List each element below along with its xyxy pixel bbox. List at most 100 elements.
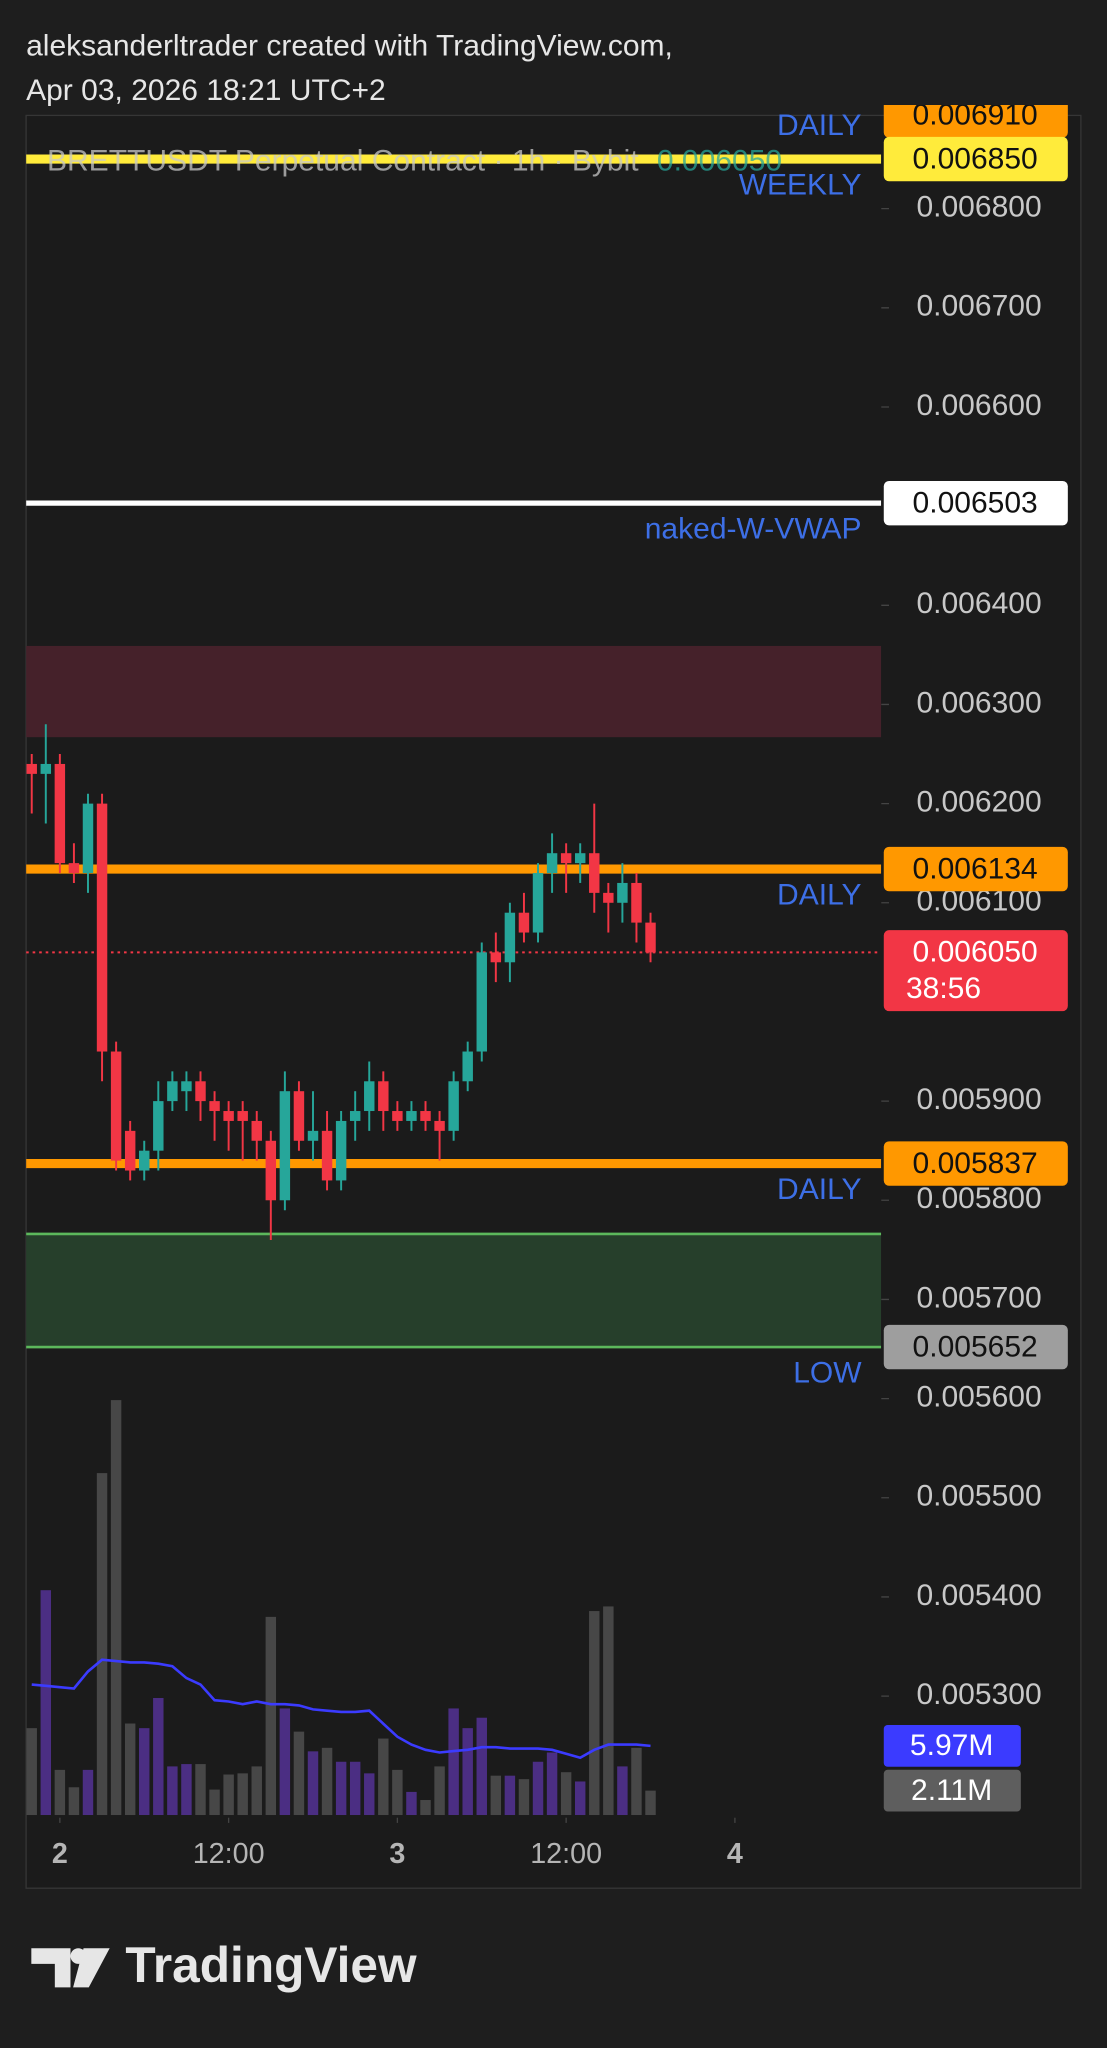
price-axis: 0.006800 0.006700 0.006600 0.006400 0.006300… [881, 104, 1068, 1812]
level-price-box [883, 846, 1068, 892]
volume-bar [490, 1775, 502, 1816]
volume-bar [279, 1708, 291, 1816]
candle-body [139, 1150, 150, 1171]
level-tag: WEEKLY [739, 168, 862, 201]
level-tag: DAILY [777, 109, 862, 142]
candle-body [54, 763, 66, 864]
volume-box [883, 1769, 1021, 1812]
level-price-box [883, 104, 1068, 138]
level-price-label: 0.006503 [913, 486, 1038, 519]
symbol-name: BRETTUSDT Perpetual Contract · 1h · Bybi… [47, 144, 639, 177]
candle-body [68, 863, 80, 874]
symbol-legend: BRETTUSDT Perpetual Contract · 1h · Bybi… [47, 144, 782, 177]
last-price-label: 0.006050 [913, 936, 1038, 969]
y-tick-label: 0.006700 [916, 290, 1041, 323]
candle-body [153, 1101, 164, 1151]
x-tick-label: 4 [727, 1838, 743, 1870]
candle-body [406, 1111, 417, 1121]
candle-body [223, 1111, 234, 1121]
candle-body [532, 873, 544, 933]
candle-body [392, 1111, 403, 1121]
overlay: 2 12:00 3 12:00 4 DAILY WEEKLY naked-W-VWAP DAIL… [47, 109, 862, 1870]
candle-body [307, 1130, 319, 1141]
volume-bar [518, 1779, 530, 1816]
volume-bar [68, 1787, 80, 1816]
candle-body [195, 1081, 206, 1102]
volume-bar [110, 1400, 122, 1816]
header-date: Apr 03, 2026 18:21 UTC+2 [26, 74, 386, 107]
candle-body [96, 803, 108, 1052]
volume-bar [349, 1761, 361, 1816]
volume-bar [96, 1473, 108, 1816]
volume-bar [532, 1761, 544, 1816]
volume-bar [335, 1761, 347, 1816]
countdown: 38:56 [906, 972, 981, 1005]
volume-bar [574, 1781, 586, 1816]
volume-bar [504, 1775, 516, 1816]
level-price-box [883, 480, 1068, 526]
volume-bar [251, 1766, 262, 1816]
level-tag: DAILY [777, 878, 862, 911]
volume-bar [167, 1766, 178, 1816]
volume-bar [420, 1800, 431, 1816]
candle-body [420, 1111, 431, 1121]
volume-bar [462, 1728, 473, 1816]
volume-bar [26, 1728, 37, 1816]
volume-bar [153, 1698, 164, 1816]
y-tick-label: 0.005900 [916, 1083, 1041, 1116]
level-price-box [883, 1324, 1068, 1370]
volume-bar [54, 1769, 66, 1816]
zone [26, 1233, 882, 1348]
level-price-box [883, 1141, 1068, 1186]
volume-bar [631, 1747, 642, 1816]
level-price-label: 0.006850 [913, 142, 1038, 175]
volume-bar [448, 1708, 459, 1816]
candle-body [181, 1081, 192, 1092]
candle-body [560, 853, 572, 864]
candle-body [251, 1120, 262, 1141]
volume-ma-label: 5.97M [910, 1729, 993, 1762]
candle-body [448, 1081, 459, 1131]
volume-bar [378, 1738, 389, 1816]
candle-body [490, 952, 502, 963]
header-author: aleksanderltrader created with TradingVi… [26, 29, 673, 62]
plot-area [26, 154, 882, 1816]
y-tick-label: 0.006400 [916, 587, 1041, 620]
y-tick-label: 0.005600 [916, 1381, 1041, 1414]
x-tick-label: 12:00 [193, 1838, 265, 1870]
y-tick-label: 0.006200 [916, 786, 1041, 819]
candle-body [378, 1081, 389, 1112]
candle-body [293, 1091, 305, 1141]
logo-mark [31, 1948, 110, 1988]
level-price-label: 0.006134 [913, 852, 1038, 885]
level-tag: LOW [793, 1356, 862, 1389]
volume-bar [546, 1752, 558, 1816]
volume-bar [139, 1728, 150, 1816]
volume-bar [195, 1764, 206, 1816]
volume-bar [617, 1766, 628, 1816]
candle-body [574, 853, 586, 864]
volume-bar [307, 1751, 319, 1816]
volume-bar [364, 1773, 375, 1816]
y-tick-label: 0.006300 [916, 686, 1041, 719]
x-tick-label: 12:00 [530, 1838, 602, 1870]
volume-bar [82, 1769, 94, 1816]
volume-bar [392, 1769, 403, 1816]
candle-body [265, 1140, 277, 1201]
level-tag: naked-W-VWAP [645, 513, 862, 546]
zone [26, 645, 882, 738]
candle-body [645, 922, 656, 953]
candle-body [462, 1051, 473, 1082]
last-price-box [883, 930, 1068, 1012]
candle-body [279, 1091, 291, 1201]
volume-bar [434, 1766, 445, 1816]
volume-bar [209, 1789, 220, 1816]
candle-body [321, 1130, 333, 1181]
volume-ma-line [31, 1658, 651, 1760]
y-tick-label: 0.005700 [916, 1281, 1041, 1314]
volume-bar [321, 1747, 333, 1816]
logo-dot [70, 1948, 87, 1964]
candle-body [617, 882, 628, 903]
volume-bar [589, 1611, 600, 1816]
